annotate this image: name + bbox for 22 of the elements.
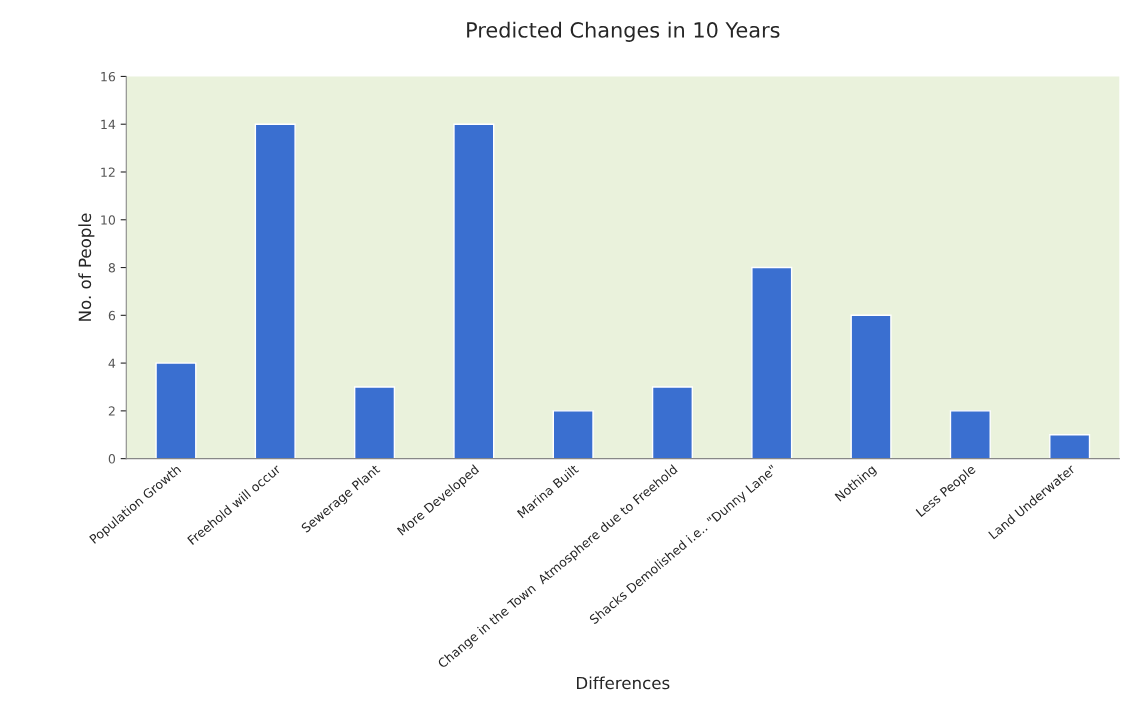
y-tick-label: 0 xyxy=(108,454,116,464)
y-tick-label: 2 xyxy=(108,406,115,416)
bar xyxy=(254,123,296,459)
bar xyxy=(155,362,197,459)
y-tick-label: 10 xyxy=(101,215,116,225)
y-tick-label: 12 xyxy=(101,167,115,177)
y-tick-label: 6 xyxy=(108,310,116,321)
y-tick-label: 4 xyxy=(108,358,116,368)
chart-title: Predicted Changes in 10 Years xyxy=(467,21,780,42)
y-tick-label: 14 xyxy=(101,119,116,129)
bar xyxy=(353,386,396,459)
bar xyxy=(850,314,892,459)
bar xyxy=(552,410,594,459)
y-tick-label: 16 xyxy=(101,71,116,82)
bar xyxy=(751,266,793,459)
bar xyxy=(651,386,693,459)
bar xyxy=(949,410,991,459)
x-axis-title: Differences xyxy=(577,676,670,690)
bar xyxy=(1049,434,1091,459)
y-tick-label: 8 xyxy=(108,263,116,273)
bar xyxy=(453,123,495,459)
y-axis-title: No. of People xyxy=(78,213,95,321)
